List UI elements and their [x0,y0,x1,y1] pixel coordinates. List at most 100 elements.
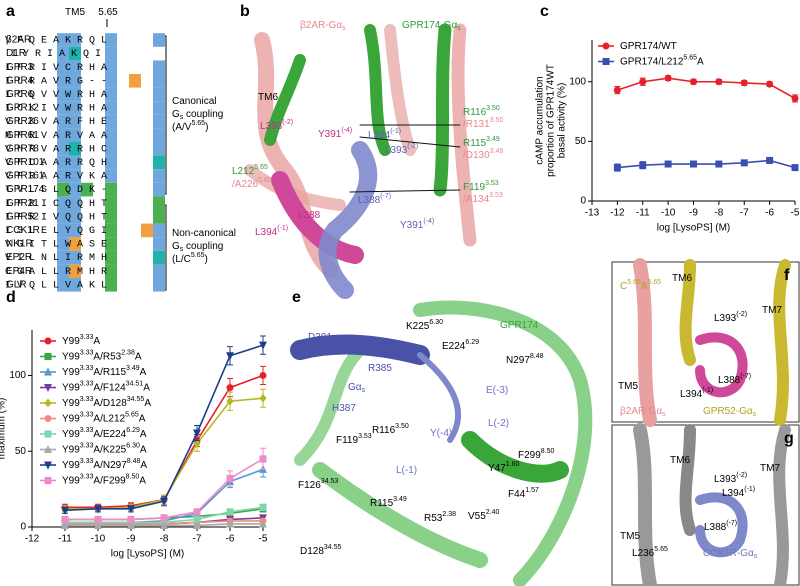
residue-cell [141,223,153,238]
point [44,461,52,470]
point [193,439,201,449]
sequence: VILNLIRMH [5,253,113,264]
series-line [617,159,796,169]
residue-cell [69,142,81,156]
row-name: GPR21 [6,198,39,209]
text-part: 3.33 [80,350,94,357]
text-part: L(-1) [396,465,417,476]
text-part: R385 [368,363,392,374]
text-part: s [754,553,758,560]
sequence: VHRVARRHC [5,144,113,155]
label: /D1303.49 [463,148,503,160]
text-part: A [140,429,147,440]
text-part: L388 [358,195,381,206]
residue-cell [105,74,117,88]
label: Y(-4) [430,428,452,439]
point [61,520,69,529]
point [664,74,672,82]
row-name: GLR [6,279,27,290]
residue-cell [105,33,117,47]
text-part: F299 [518,450,541,461]
text-part: (-2) [736,472,747,479]
sequence: VFRAARVKA [5,172,113,183]
residue-cell [69,87,81,102]
text-part: Y99 [62,413,80,424]
text-part: D381 [308,332,332,343]
label: L388(-7) [718,373,751,385]
point [44,353,52,360]
residue-cell [81,182,93,197]
chart: 0 50 100 -13 -12 -11 -10 -9 -8 -7 -6 -5 log [LysoPS]… [535,40,800,234]
header: TM5 [65,7,85,18]
group-label: Gs coupling [172,241,223,254]
text-part: g [784,430,794,447]
point [94,515,102,523]
label: TM7 [762,305,782,316]
text-part: GPR174/WT [620,41,677,52]
text-part: L388 [298,210,321,221]
text-part: 3.50 [395,423,409,430]
residue-cell [105,223,117,238]
text-part: TM7 [762,305,782,316]
text-part: R116 [372,425,396,436]
series-line [617,77,796,100]
y-tick-label: 100 [569,76,586,87]
text-part: G [172,241,180,252]
text-part: Y47 [488,463,506,474]
point [791,164,799,172]
residue-cell [153,278,165,292]
group-label: (A/V5.65) [172,120,208,132]
text-part: R115 [370,498,394,509]
text-part: b [240,3,250,20]
sequence: IFRIVQQHT [5,212,113,223]
panel-frame [611,261,800,423]
row-name: GPR101 [6,157,45,168]
point [94,505,102,514]
point [613,164,621,172]
text-part: A/D128 [93,398,127,409]
text-part: TM7 [760,463,780,474]
text-part: c [540,3,549,20]
text-part: d [6,289,16,306]
label: GPR174 [500,320,539,331]
row-name: GPR3 [6,62,34,73]
label: V552.40 [468,509,500,521]
text-part: 3.33 [80,381,94,388]
text-part: 3.33 [80,396,94,403]
header: 5.65 [98,7,118,18]
text-part: L236 [632,548,655,559]
text-part: Y99 [62,367,80,378]
point [226,396,234,406]
text-part: 6.29 [126,427,140,434]
label: R1153.49 [463,136,500,148]
text-part: D128 [300,546,324,557]
point [61,506,69,515]
text-part: C [620,281,627,292]
residue-cell [57,87,69,102]
text-part: 8.50 [126,474,140,481]
text-part: f [784,267,790,284]
text-part: 2.40 [486,509,500,516]
point [160,520,168,529]
text-part: /D130 [463,150,490,161]
residue-cell [153,237,165,251]
text-part: L(-2) [488,418,509,429]
charts: 0 50 100 -13 -12 -11 -10 -9 -8 -7 -6 -5 log [LysoPS]… [0,40,800,560]
label: E(-3) [486,385,508,396]
text-part: Y99 [62,460,80,471]
row-name: EP4R [6,266,32,277]
text-part: Y391 [318,129,342,140]
point [690,160,697,168]
text-part: s [342,25,346,32]
legend-label: Y993.33A/D12834.55A [62,396,151,408]
text-part: A/L212 [93,413,125,424]
text-part: (-1) [390,128,401,135]
residue-cell [153,196,165,210]
label: L393(-2) [385,143,418,155]
text-part: L394 [255,227,278,238]
label: Y391(-4) [318,127,352,139]
point [44,367,52,376]
text-part: 5.65 [98,7,118,18]
text-part: L212 [232,166,255,177]
residue-cell [69,46,81,61]
